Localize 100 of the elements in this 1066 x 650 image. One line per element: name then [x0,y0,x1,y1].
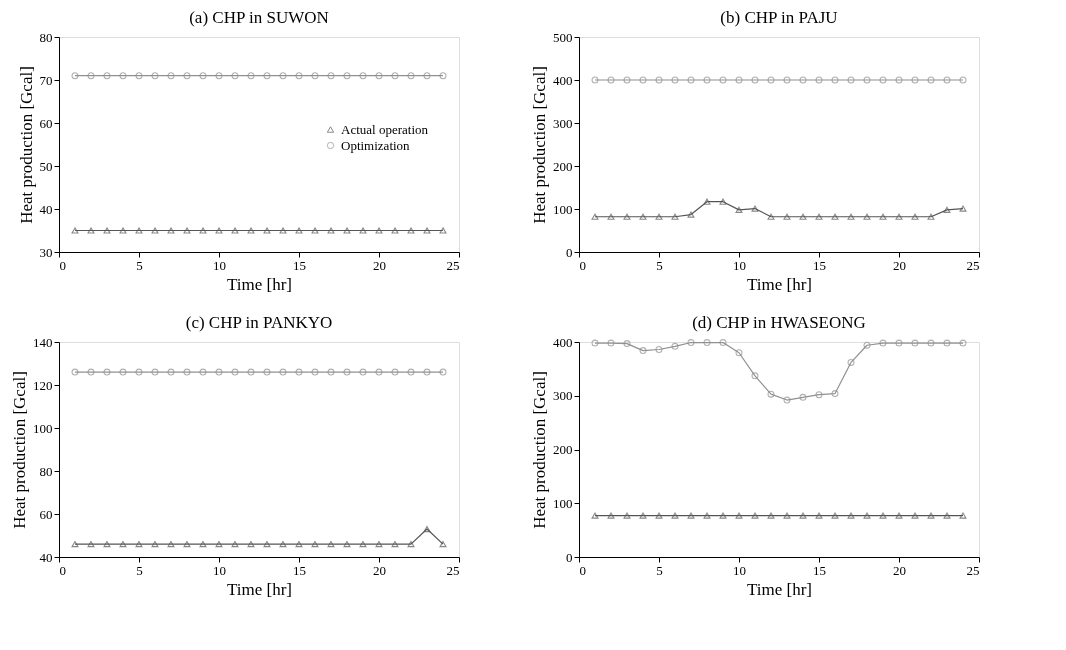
point [927,512,935,519]
point [167,540,175,548]
point [607,512,615,519]
point [375,540,383,548]
point [279,368,287,376]
y-tick-label: 400 [553,72,573,88]
x-tick-label: 0 [59,257,66,273]
point [735,512,743,519]
point [831,76,839,84]
y-tick-label: 300 [553,388,573,404]
x-tick-label: 5 [136,562,143,578]
point [359,368,367,376]
point [863,76,871,84]
point [231,540,239,548]
point [607,76,615,84]
point [943,206,951,213]
x-axis-title: Time [hr] [226,274,293,294]
point [423,525,431,533]
point [911,213,919,220]
point [215,368,223,376]
point [767,390,775,398]
y-tick-label: 60 [39,115,53,131]
x-tick-label: 0 [59,562,66,578]
x-tick-label: 10 [213,257,226,273]
point [895,512,903,519]
point [927,213,935,220]
y-tick-label: 200 [553,442,573,457]
point [943,512,951,519]
point [639,347,647,355]
point [671,76,679,84]
point [831,512,839,519]
point [895,76,903,84]
point [735,76,743,84]
point [751,205,759,212]
x-tick-label: 0 [579,257,586,273]
point [87,368,95,376]
point [847,358,855,366]
x-tick-label: 10 [733,562,746,578]
point [783,512,791,519]
point [215,540,223,548]
point [847,76,855,84]
x-tick-label: 0 [579,562,586,578]
point [591,512,599,519]
point [231,368,239,376]
point [655,213,663,220]
point [671,512,679,519]
point [423,368,431,376]
x-tick-label: 15 [293,562,306,578]
point [327,540,335,548]
x-tick-label: 5 [656,562,663,578]
point [607,213,615,220]
chart-title: (b) CHP in PAJU [720,8,838,27]
point [687,76,695,84]
point [927,339,935,347]
point [959,512,967,519]
point [623,340,631,348]
point [703,339,711,347]
point [783,76,791,84]
point [199,540,207,548]
point [783,213,791,220]
point [719,198,727,205]
x-tick-label: 15 [813,562,826,578]
point [815,512,823,519]
point [343,540,351,548]
point [863,213,871,220]
point [343,368,351,376]
x-tick-label: 20 [893,257,906,273]
point [279,540,287,548]
y-tick-label: 80 [39,29,53,45]
point [799,76,807,84]
point [407,540,415,548]
y-tick-label: 100 [553,495,573,511]
x-tick-label: 10 [213,562,226,578]
point [639,512,647,519]
point [959,205,967,212]
point [719,76,727,84]
point [407,368,415,376]
point [911,512,919,519]
point [767,76,775,84]
point [847,213,855,220]
x-axis-title: Time [hr] [746,579,813,599]
point [703,512,711,519]
point [87,540,95,548]
point [655,346,663,354]
point [167,368,175,376]
chart-title: (a) CHP in SUWON [189,8,329,27]
point [391,368,399,376]
point [863,512,871,519]
point [655,512,663,519]
point [879,512,887,519]
point [623,213,631,220]
point [879,213,887,220]
y-axis-title: Heat production [Gcal] [530,371,549,529]
y-axis-title: Heat production [Gcal] [530,66,549,224]
point [767,213,775,220]
point [751,512,759,519]
x-tick-label: 10 [733,257,746,273]
point [943,339,951,347]
y-tick-label: 400 [553,334,573,350]
point [639,213,647,220]
